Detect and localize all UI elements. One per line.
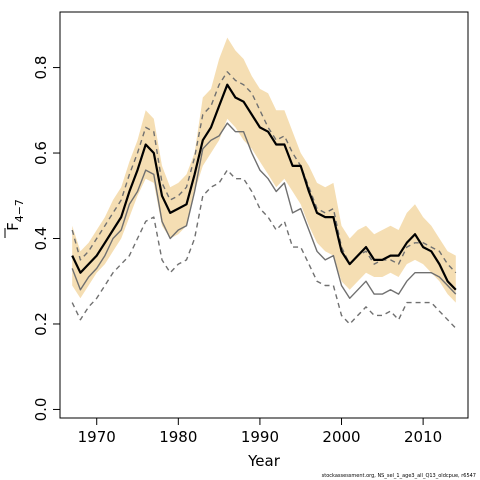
x-tick-label: 1980 — [159, 428, 197, 446]
y-axis-label: F4−7 — [4, 199, 26, 231]
x-tick-label: 1990 — [241, 428, 279, 446]
x-tick-label: 2010 — [404, 428, 442, 446]
y-tick-label: 0.4 — [32, 227, 50, 251]
y-tick-label: 0.2 — [32, 312, 50, 336]
credit-text: stockassessment.org, NS_sel_1_age3_all_Q… — [322, 473, 476, 479]
y-axis-title: F4−7 — [4, 199, 26, 238]
x-tick-label: 1970 — [78, 428, 116, 446]
x-axis-title: Year — [247, 452, 281, 470]
confidence-band-layer — [72, 37, 456, 303]
y-axis-label-base: F — [4, 222, 22, 231]
x-axis: 1970 1980 1990 2000 2010 — [78, 418, 442, 446]
y-tick-label: 0.6 — [32, 141, 50, 165]
y-tick-label: 0.0 — [32, 398, 50, 422]
y-tick-label: 0.8 — [32, 56, 50, 80]
confidence-band — [72, 37, 456, 303]
plot-frame — [59, 11, 469, 419]
series-line-upper-dashed — [71, 71, 457, 274]
series-line-solid-grey — [71, 122, 457, 299]
series-layer — [71, 71, 457, 329]
y-axis-label-subscript: 4−7 — [13, 199, 26, 222]
series-line-estimate — [71, 83, 457, 291]
y-axis: 0.0 0.2 0.4 0.6 0.8 — [32, 56, 60, 422]
x-tick-label: 2000 — [322, 428, 360, 446]
series-line-lower-dashed — [71, 169, 457, 329]
